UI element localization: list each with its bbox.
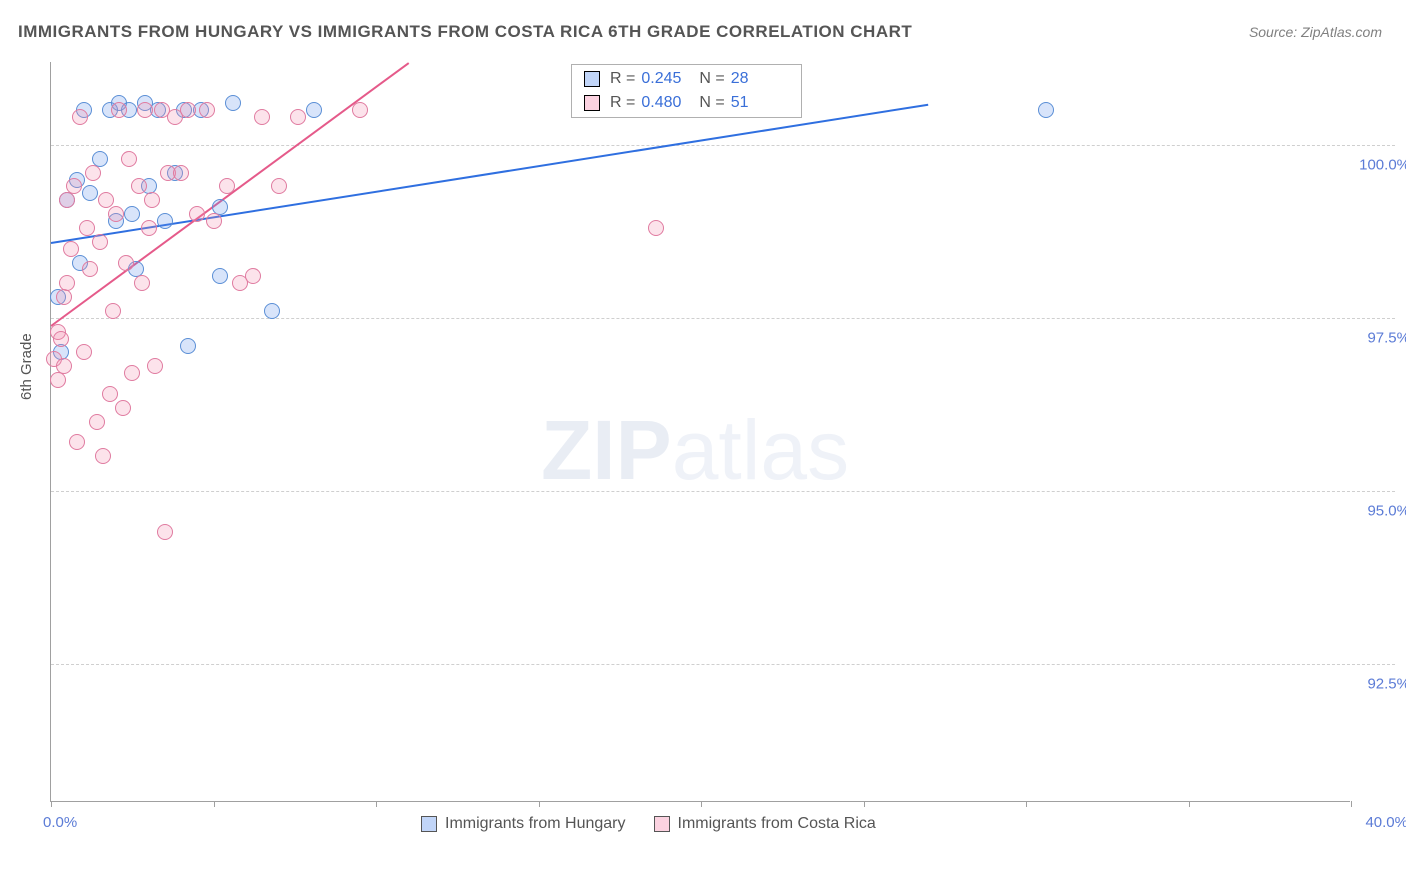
correlation-stats-box: R = 0.245 N = 28 R = 0.480 N = 51 bbox=[571, 64, 802, 118]
stat-value: 28 bbox=[731, 70, 789, 88]
data-point bbox=[59, 275, 75, 291]
data-point bbox=[180, 338, 196, 354]
legend-item-hungary: Immigrants from Hungary bbox=[421, 815, 626, 833]
data-point bbox=[92, 234, 108, 250]
legend-item-costarica: Immigrants from Costa Rica bbox=[654, 815, 876, 833]
x-tick bbox=[864, 801, 865, 807]
data-point bbox=[134, 275, 150, 291]
x-tick bbox=[539, 801, 540, 807]
data-point bbox=[124, 206, 140, 222]
stat-value: 0.480 bbox=[641, 94, 699, 112]
x-axis-max-label: 40.0% bbox=[1365, 814, 1406, 831]
stats-row-costarica: R = 0.480 N = 51 bbox=[572, 91, 801, 115]
data-point bbox=[95, 448, 111, 464]
x-tick bbox=[1026, 801, 1027, 807]
data-point bbox=[199, 102, 215, 118]
y-tick-label: 95.0% bbox=[1355, 502, 1406, 519]
stats-row-hungary: R = 0.245 N = 28 bbox=[572, 67, 801, 91]
data-point bbox=[111, 102, 127, 118]
data-point bbox=[212, 268, 228, 284]
data-point bbox=[66, 178, 82, 194]
stat-label: N = bbox=[699, 70, 724, 88]
data-point bbox=[137, 102, 153, 118]
data-point bbox=[264, 303, 280, 319]
legend: Immigrants from Hungary Immigrants from … bbox=[421, 815, 876, 833]
data-point bbox=[173, 165, 189, 181]
data-point bbox=[59, 192, 75, 208]
swatch-icon bbox=[584, 95, 600, 111]
data-point bbox=[245, 268, 261, 284]
legend-label: Immigrants from Costa Rica bbox=[678, 815, 876, 833]
gridline bbox=[51, 491, 1395, 492]
data-point bbox=[53, 331, 69, 347]
x-tick bbox=[701, 801, 702, 807]
gridline bbox=[51, 664, 1395, 665]
swatch-icon bbox=[584, 71, 600, 87]
stat-value: 51 bbox=[731, 94, 789, 112]
data-point bbox=[219, 178, 235, 194]
data-point bbox=[206, 213, 222, 229]
x-tick bbox=[51, 801, 52, 807]
data-point bbox=[157, 213, 173, 229]
source-attribution: Source: ZipAtlas.com bbox=[1249, 24, 1382, 40]
stat-label: R = bbox=[610, 70, 635, 88]
scatter-plot: ZIPatlas R = 0.245 N = 28 R = 0.480 N = … bbox=[50, 62, 1350, 802]
stat-label: N = bbox=[699, 94, 724, 112]
data-point bbox=[82, 261, 98, 277]
data-point bbox=[180, 102, 196, 118]
y-axis-label: 6th Grade bbox=[18, 333, 35, 400]
data-point bbox=[271, 178, 287, 194]
data-point bbox=[79, 220, 95, 236]
x-tick bbox=[376, 801, 377, 807]
data-point bbox=[157, 524, 173, 540]
data-point bbox=[290, 109, 306, 125]
stat-value: 0.245 bbox=[641, 70, 699, 88]
swatch-icon bbox=[654, 816, 670, 832]
data-point bbox=[56, 358, 72, 374]
data-point bbox=[89, 414, 105, 430]
swatch-icon bbox=[421, 816, 437, 832]
data-point bbox=[85, 165, 101, 181]
data-point bbox=[141, 220, 157, 236]
data-point bbox=[108, 206, 124, 222]
x-axis-min-label: 0.0% bbox=[43, 814, 77, 831]
data-point bbox=[115, 400, 131, 416]
x-tick bbox=[214, 801, 215, 807]
data-point bbox=[147, 358, 163, 374]
data-point bbox=[76, 344, 92, 360]
gridline bbox=[51, 318, 1395, 319]
legend-label: Immigrants from Hungary bbox=[445, 815, 626, 833]
data-point bbox=[124, 365, 140, 381]
data-point bbox=[254, 109, 270, 125]
x-tick bbox=[1351, 801, 1352, 807]
data-point bbox=[82, 185, 98, 201]
y-tick-label: 92.5% bbox=[1355, 675, 1406, 692]
data-point bbox=[131, 178, 147, 194]
y-tick-label: 97.5% bbox=[1355, 329, 1406, 346]
data-point bbox=[189, 206, 205, 222]
data-point bbox=[69, 434, 85, 450]
x-tick bbox=[1189, 801, 1190, 807]
data-point bbox=[118, 255, 134, 271]
watermark: ZIPatlas bbox=[541, 402, 849, 499]
chart-title: IMMIGRANTS FROM HUNGARY VS IMMIGRANTS FR… bbox=[18, 22, 912, 42]
data-point bbox=[1038, 102, 1054, 118]
data-point bbox=[102, 386, 118, 402]
data-point bbox=[50, 372, 66, 388]
data-point bbox=[56, 289, 72, 305]
stat-label: R = bbox=[610, 94, 635, 112]
data-point bbox=[225, 95, 241, 111]
data-point bbox=[648, 220, 664, 236]
data-point bbox=[352, 102, 368, 118]
data-point bbox=[72, 109, 88, 125]
data-point bbox=[121, 151, 137, 167]
data-point bbox=[306, 102, 322, 118]
data-point bbox=[63, 241, 79, 257]
y-tick-label: 100.0% bbox=[1355, 156, 1406, 173]
data-point bbox=[144, 192, 160, 208]
data-point bbox=[105, 303, 121, 319]
gridline bbox=[51, 145, 1395, 146]
